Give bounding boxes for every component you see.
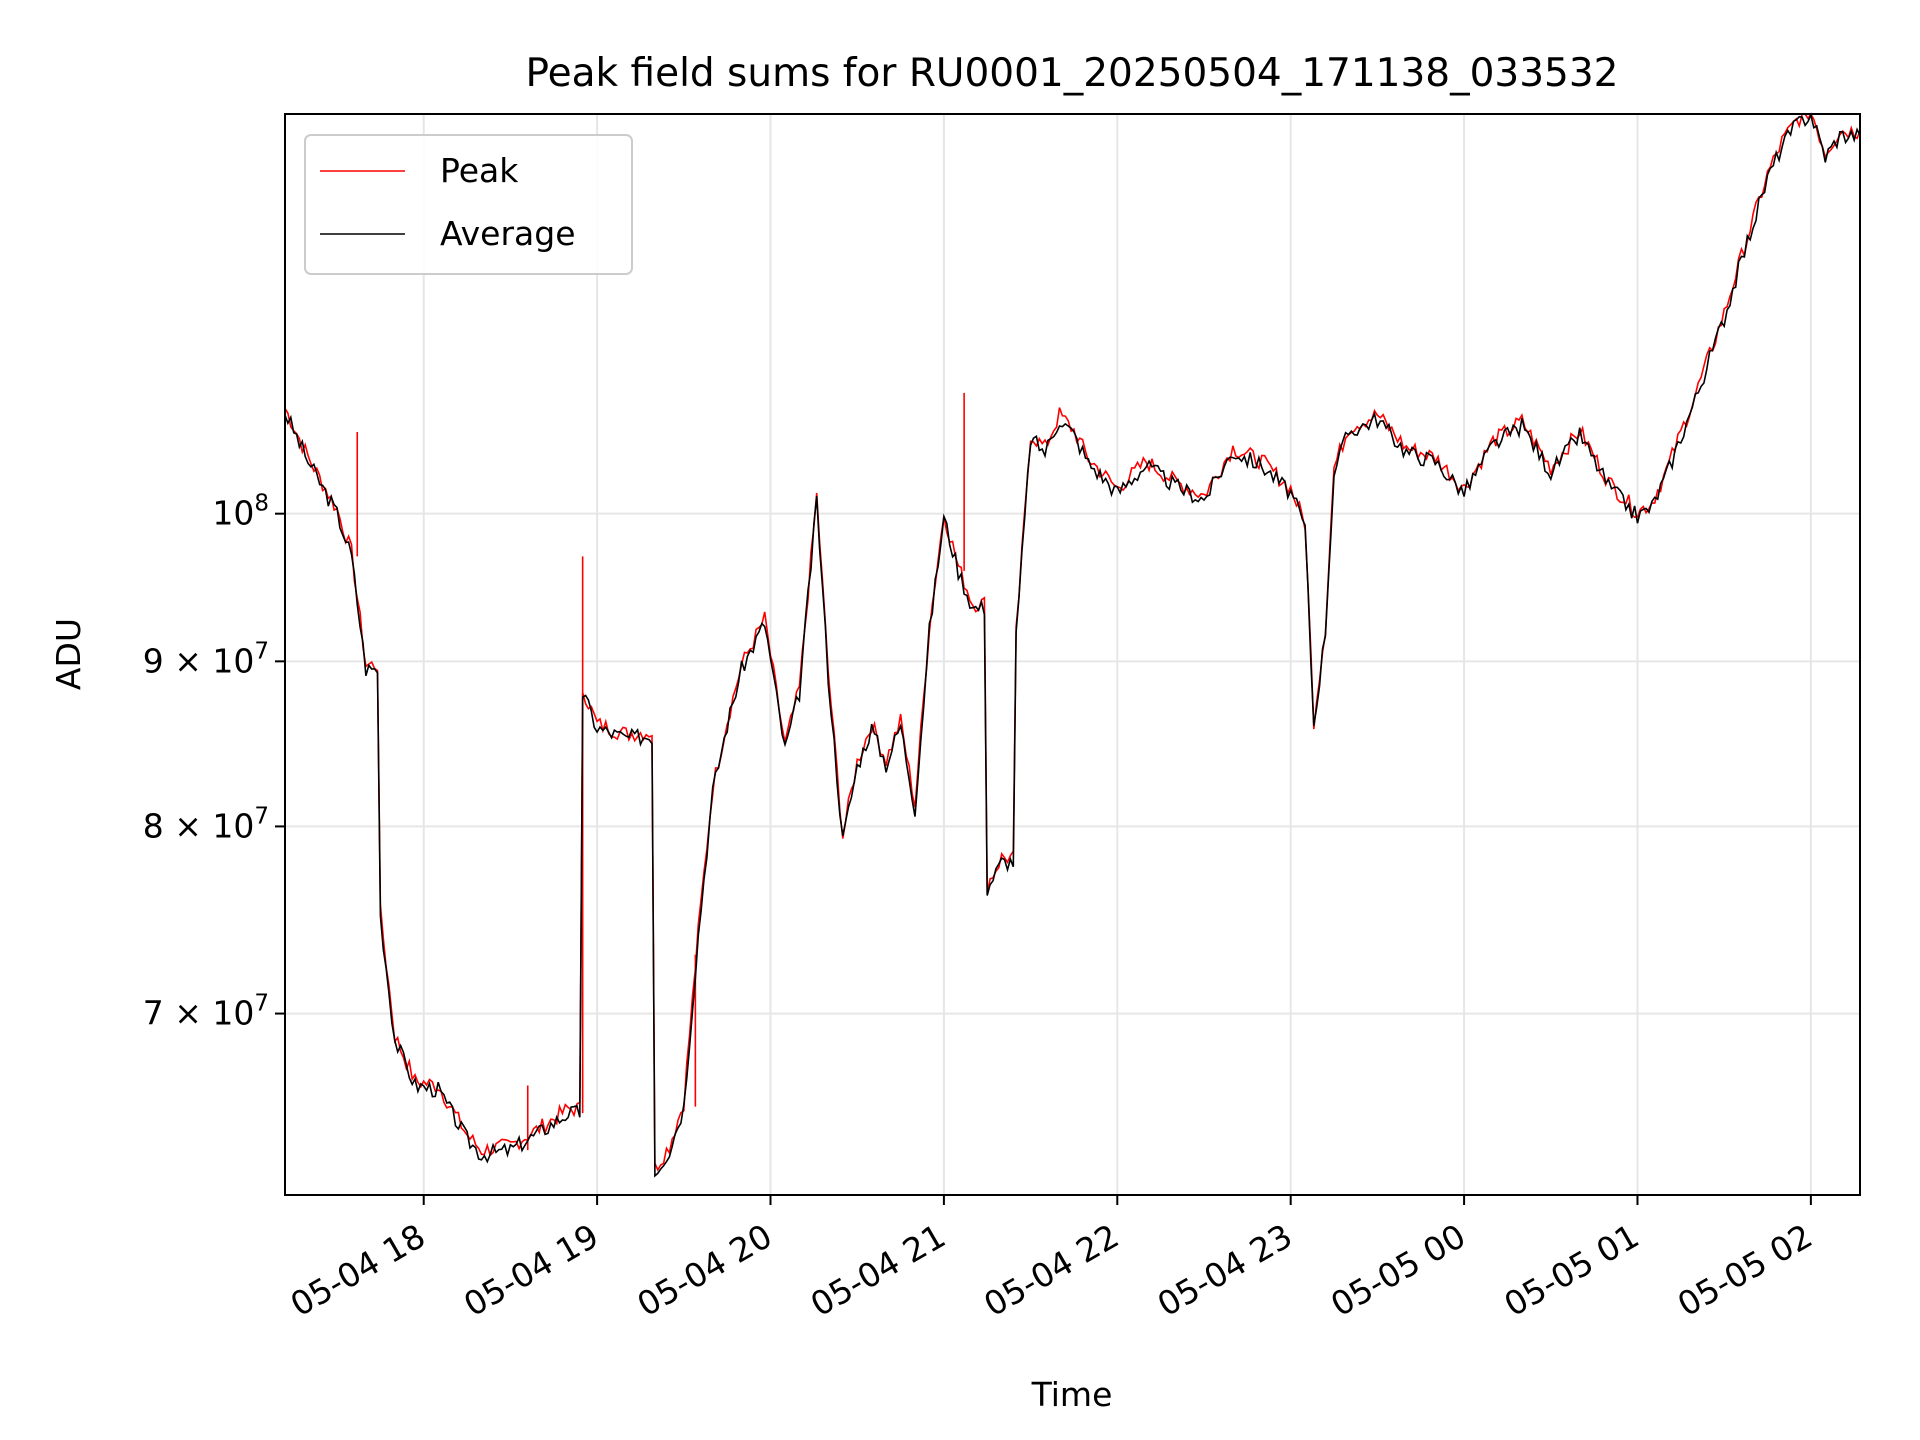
y-tick-label: 8 × 107 xyxy=(143,803,269,845)
average-line xyxy=(284,112,1861,1178)
legend-box xyxy=(304,134,633,275)
grid xyxy=(285,114,1860,1195)
legend-label-peak: Peak xyxy=(440,151,519,190)
chart-title: Peak field sums for RU0001_20250504_1711… xyxy=(526,51,1619,96)
legend: Peak Average xyxy=(304,134,633,275)
plot-frame xyxy=(284,113,1861,1196)
y-axis-label: ADU xyxy=(49,618,88,690)
legend-label-average: Average xyxy=(440,214,576,253)
series-average xyxy=(284,112,1861,1178)
y-tick-label: 9 × 107 xyxy=(143,638,269,680)
x-axis-label: Time xyxy=(1031,1375,1113,1414)
y-tick-label: 7 × 107 xyxy=(143,991,269,1033)
